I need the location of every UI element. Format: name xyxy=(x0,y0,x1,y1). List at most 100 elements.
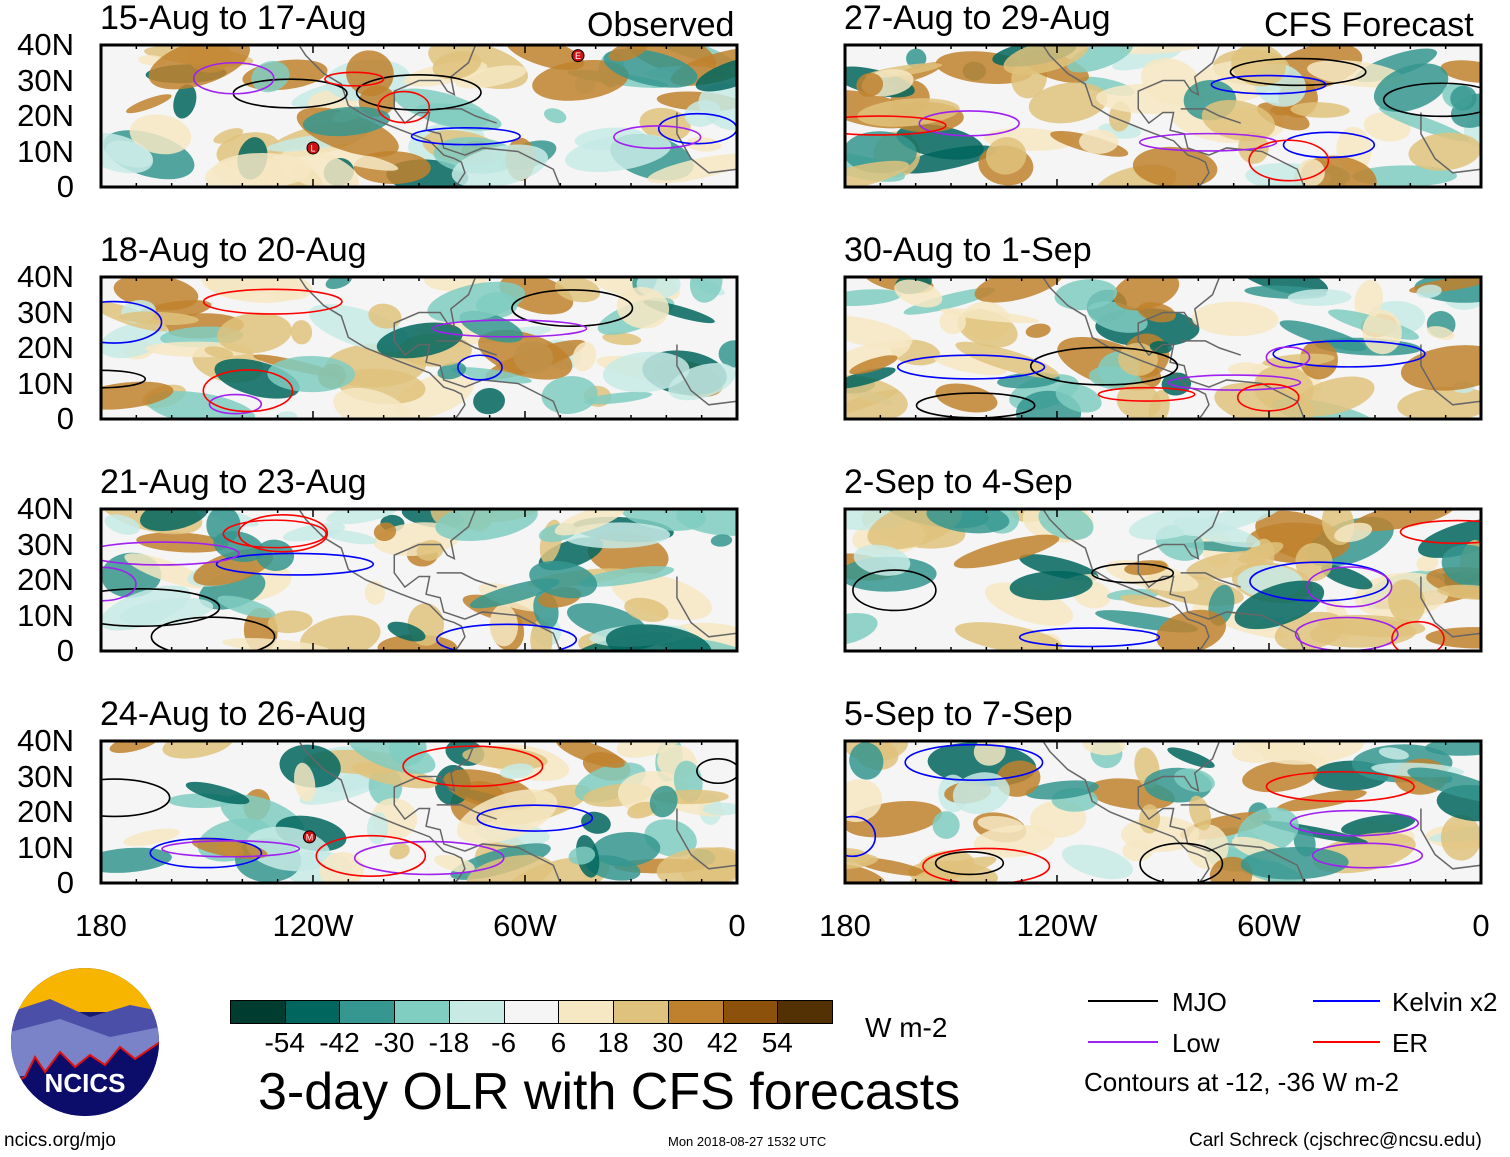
olr-anomaly-blob xyxy=(698,83,737,131)
olr-anomaly-blob xyxy=(954,622,1063,651)
olr-anomaly-blob xyxy=(302,106,391,137)
olr-map-panel xyxy=(843,275,1483,421)
olr-anomaly-blob xyxy=(578,566,675,587)
legend-er-line xyxy=(1313,1041,1380,1043)
site-url[interactable]: ncics.org/mjo xyxy=(4,1130,116,1151)
olr-anomaly-blob xyxy=(213,128,244,144)
olr-anomaly-blob xyxy=(129,114,192,155)
contour-kelvin xyxy=(436,623,578,651)
colorbar-tick-label: -6 xyxy=(491,1027,517,1058)
olr-anomaly-blob xyxy=(394,88,490,128)
storm-label: E xyxy=(575,51,581,61)
olr-anomaly-blob xyxy=(845,340,911,377)
contour-kelvin xyxy=(1272,340,1426,368)
lon-tick-label: 0 xyxy=(728,908,746,943)
olr-anomaly-blob xyxy=(845,289,902,306)
coastline xyxy=(1042,277,1210,419)
olr-anomaly-blob xyxy=(1257,102,1310,131)
olr-anomaly-blob xyxy=(325,529,377,545)
storm-marker-icon xyxy=(571,49,585,63)
contour-mjo xyxy=(1382,82,1481,118)
lat-tick-label: 40N xyxy=(17,27,74,62)
olr-anomaly-blob xyxy=(985,137,1027,175)
lat-tick-label: 20N xyxy=(17,330,74,365)
olr-anomaly-blob xyxy=(294,762,316,802)
olr-map-panel xyxy=(99,507,739,653)
colorbar-swatch xyxy=(558,1000,615,1024)
olr-anomaly-blob xyxy=(204,346,234,359)
olr-anomaly-blob xyxy=(572,341,597,372)
olr-anomaly-blob xyxy=(1373,63,1449,112)
olr-anomaly-blob xyxy=(389,842,410,860)
colorbar-tick-label: -30 xyxy=(373,1027,415,1058)
olr-anomaly-blob xyxy=(984,582,1074,626)
contour-low xyxy=(192,61,275,95)
olr-anomaly-blob xyxy=(1061,844,1133,880)
olr-anomaly-blob xyxy=(173,84,197,119)
ncics-logo: NCICS xyxy=(11,968,159,1116)
coastline xyxy=(1420,576,1481,638)
contour-er xyxy=(377,90,431,124)
contour-kelvin xyxy=(896,354,1046,380)
colorbar-swatch xyxy=(777,1000,833,1024)
colorbar-tick-label: -54 xyxy=(264,1027,305,1058)
contour-er xyxy=(315,834,427,877)
olr-anomaly-blob xyxy=(1378,106,1469,142)
contour-low xyxy=(613,125,702,150)
olr-anomaly-blob xyxy=(1262,353,1335,368)
olr-anomaly-blob xyxy=(568,846,596,865)
coastline xyxy=(298,509,466,651)
legend-kelvin-line xyxy=(1313,1000,1380,1002)
contour-kelvin xyxy=(457,354,503,381)
lat-tick-label: 40N xyxy=(17,491,74,526)
legend-low-line xyxy=(1088,1041,1158,1043)
lat-tick-label: 10N xyxy=(17,829,74,865)
olr-anomaly-blob xyxy=(602,332,642,346)
olr-anomaly-blob xyxy=(903,287,996,315)
storm-label: M xyxy=(306,832,314,842)
contour-kelvin xyxy=(101,300,163,344)
lon-tick-label: 60W xyxy=(1237,908,1301,943)
olr-anomaly-blob xyxy=(1352,509,1455,532)
olr-anomaly-blob xyxy=(1426,326,1455,340)
coastline xyxy=(1137,741,1306,883)
contour-low xyxy=(432,319,588,338)
lat-tick-label: 0 xyxy=(56,865,74,900)
olr-anomaly-blob xyxy=(619,509,707,531)
olr-anomaly-blob xyxy=(973,824,1055,858)
olr-anomaly-blob xyxy=(1295,376,1375,416)
panel-title: 15-Aug to 17-Aug xyxy=(100,0,367,37)
olr-anomaly-blob xyxy=(1341,814,1416,836)
lat-tick-label: 10N xyxy=(17,365,74,401)
olr-anomaly-blob xyxy=(1290,102,1350,118)
olr-anomaly-blob xyxy=(554,509,626,536)
olr-anomaly-blob xyxy=(1067,45,1133,73)
olr-anomaly-blob xyxy=(605,624,712,651)
author-credit[interactable]: Carl Schreck (cjschrec@ncsu.edu) xyxy=(1189,1130,1482,1151)
contour-low xyxy=(1311,842,1424,869)
olr-anomaly-blob xyxy=(1287,289,1352,306)
lon-tick-label: 0 xyxy=(1472,908,1490,943)
contour-kelvin xyxy=(410,126,521,146)
coastline xyxy=(1180,572,1241,588)
contour-mjo xyxy=(150,616,276,651)
contour-mjo xyxy=(511,289,634,328)
contour-kelvin xyxy=(1018,627,1161,648)
olr-anomaly-blob xyxy=(1082,741,1125,756)
olr-anomaly-blob xyxy=(505,45,585,71)
colorbar-swatch xyxy=(394,1000,450,1024)
olr-anomaly-blob xyxy=(1416,554,1439,572)
olr-anomaly-blob xyxy=(710,534,733,547)
olr-anomaly-blob xyxy=(319,851,364,883)
contour-low xyxy=(353,840,505,876)
olr-anomaly-blob xyxy=(541,376,598,414)
contour-er xyxy=(1399,519,1481,545)
contour-mjo xyxy=(1029,346,1179,386)
olr-anomaly-blob xyxy=(1450,85,1477,111)
coastline xyxy=(1180,108,1241,124)
olr-anomaly-blob xyxy=(849,355,898,375)
olr-anomaly-blob xyxy=(952,772,1010,815)
olr-anomaly-blob xyxy=(201,277,304,303)
colorbar-tick-label: 18 xyxy=(597,1027,629,1058)
olr-anomaly-blob xyxy=(191,837,268,859)
